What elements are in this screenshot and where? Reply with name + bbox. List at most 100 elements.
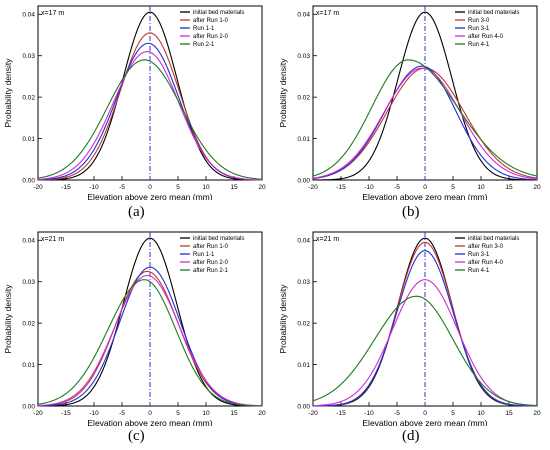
legend-label: after Run 4-0 xyxy=(468,260,504,266)
legend-label: Run 3-1 xyxy=(468,252,490,258)
x-axis-label: Elevation above zero mean (mm) xyxy=(87,418,212,426)
x-tick-label: -20 xyxy=(308,184,318,191)
y-tick-label: 0.03 xyxy=(22,53,35,60)
legend-label: Run 3-1 xyxy=(468,26,490,32)
series-line xyxy=(312,295,538,407)
series-line xyxy=(312,250,538,407)
series-line xyxy=(312,59,538,177)
x-tick-label: -10 xyxy=(89,410,99,417)
y-tick-label: 0.01 xyxy=(22,136,35,143)
series-line xyxy=(37,266,263,407)
x-tick-label: 10 xyxy=(202,184,210,191)
panel-label-a: (a) xyxy=(128,204,145,220)
panel-label-d: (d) xyxy=(402,428,420,444)
y-tick-label: 0.02 xyxy=(22,94,35,101)
y-axis-label: Probability density xyxy=(3,284,13,354)
x-tick-label: 0 xyxy=(148,184,152,191)
y-tick-label: 0.00 xyxy=(22,177,35,184)
legend-label: Run 2-1 xyxy=(193,42,215,48)
series-line xyxy=(37,279,263,407)
legend-label: after Run 1-0 xyxy=(193,244,229,250)
x-tick-label: -5 xyxy=(119,184,125,191)
series-line xyxy=(37,11,263,181)
x-tick-label: 0 xyxy=(148,410,152,417)
x-tick-label: 20 xyxy=(258,184,266,191)
series-line xyxy=(312,67,538,180)
x-tick-label: 15 xyxy=(505,184,513,191)
y-tick-label: 0.04 xyxy=(22,12,35,19)
position-annotation: x=21 m xyxy=(316,236,339,243)
y-tick-label: 0.04 xyxy=(297,12,310,19)
x-tick-label: -10 xyxy=(364,184,374,191)
chart-panel-d: -20 -15 -10 -5 0 5 10 15 20 0.00 0.01 0.02 0.03 0.04 E… xyxy=(278,231,541,426)
legend-label: Run 4-1 xyxy=(468,268,490,274)
y-tick-label: 0.00 xyxy=(297,177,310,184)
x-tick-label: 15 xyxy=(230,184,238,191)
legend-label: after Run 4-0 xyxy=(468,34,504,40)
legend-label: after Run 2-0 xyxy=(193,260,229,266)
x-tick-label: 5 xyxy=(176,184,180,191)
position-annotation: x=17 m xyxy=(316,10,339,17)
x-axis-label: Elevation above zero mean (mm) xyxy=(362,192,487,200)
panel-label-b: (b) xyxy=(402,204,420,220)
x-tick-label: -10 xyxy=(89,184,99,191)
x-tick-label: 20 xyxy=(258,410,266,417)
legend-label: after Run 2-0 xyxy=(193,34,229,40)
x-tick-label: -20 xyxy=(33,184,43,191)
x-tick-label: -5 xyxy=(394,184,400,191)
x-tick-label: 20 xyxy=(533,410,541,417)
legend-label: initial bed materials xyxy=(468,236,519,242)
legend-label: after Run 3-0 xyxy=(468,244,504,250)
x-tick-label: -10 xyxy=(364,410,374,417)
x-tick-label: 5 xyxy=(451,184,455,191)
x-tick-label: 10 xyxy=(477,410,485,417)
y-tick-label: 0.04 xyxy=(297,238,310,245)
position-annotation: x=17 m xyxy=(41,10,64,17)
x-tick-label: -15 xyxy=(61,410,71,417)
y-axis-label: Probability density xyxy=(3,58,13,128)
series-line xyxy=(37,51,263,181)
x-tick-label: -20 xyxy=(308,410,318,417)
legend-label: after Run 2-1 xyxy=(193,268,229,274)
x-tick-label: -5 xyxy=(394,410,400,417)
legend-label: after Run 1-0 xyxy=(193,18,229,24)
series-line xyxy=(312,279,538,407)
y-tick-label: 0.03 xyxy=(297,279,310,286)
legend-label: Run 1-1 xyxy=(193,252,215,258)
chart-panel-b: -20 -15 -10 -5 0 5 10 15 20 0.00 0.01 0.02 0.03 0.04 E… xyxy=(278,5,541,200)
legend-label: initial bed materials xyxy=(193,236,244,242)
legend-label: Run 4-1 xyxy=(468,42,490,48)
x-tick-label: -20 xyxy=(33,410,43,417)
y-tick-label: 0.02 xyxy=(22,320,35,327)
y-tick-label: 0.01 xyxy=(297,362,310,369)
series-line xyxy=(312,11,538,181)
y-tick-label: 0.00 xyxy=(22,403,35,410)
chart-panel-c: -20 -15 -10 -5 0 5 10 15 20 0.00 0.01 0.02 0.03 0.04 E… xyxy=(3,231,266,426)
x-tick-label: 0 xyxy=(423,410,427,417)
x-tick-label: 15 xyxy=(505,410,513,417)
y-tick-label: 0.00 xyxy=(297,403,310,410)
y-tick-label: 0.01 xyxy=(297,136,310,143)
x-tick-label: 10 xyxy=(202,410,210,417)
y-tick-label: 0.02 xyxy=(297,94,310,101)
y-tick-label: 0.03 xyxy=(297,53,310,60)
series-line xyxy=(37,237,263,407)
y-tick-label: 0.03 xyxy=(22,279,35,286)
x-tick-label: 0 xyxy=(423,184,427,191)
x-tick-label: -15 xyxy=(336,410,346,417)
y-axis-label: Probability density xyxy=(278,284,288,354)
x-tick-label: -15 xyxy=(61,184,71,191)
x-tick-label: -5 xyxy=(119,410,125,417)
y-axis-label: Probability density xyxy=(278,58,288,128)
y-tick-label: 0.02 xyxy=(297,320,310,327)
position-annotation: x=21 m xyxy=(41,236,64,243)
x-tick-label: 15 xyxy=(230,410,238,417)
x-tick-label: -15 xyxy=(336,184,346,191)
y-tick-label: 0.04 xyxy=(22,238,35,245)
x-axis-label: Elevation above zero mean (mm) xyxy=(362,418,487,426)
series-line xyxy=(37,274,263,407)
x-tick-label: 5 xyxy=(176,410,180,417)
chart-panel-a: -20 -15 -10 -5 0 5 10 15 20 0.00 0.01 0.02 0.03 0.04 E… xyxy=(3,5,266,200)
series-line xyxy=(37,59,263,180)
